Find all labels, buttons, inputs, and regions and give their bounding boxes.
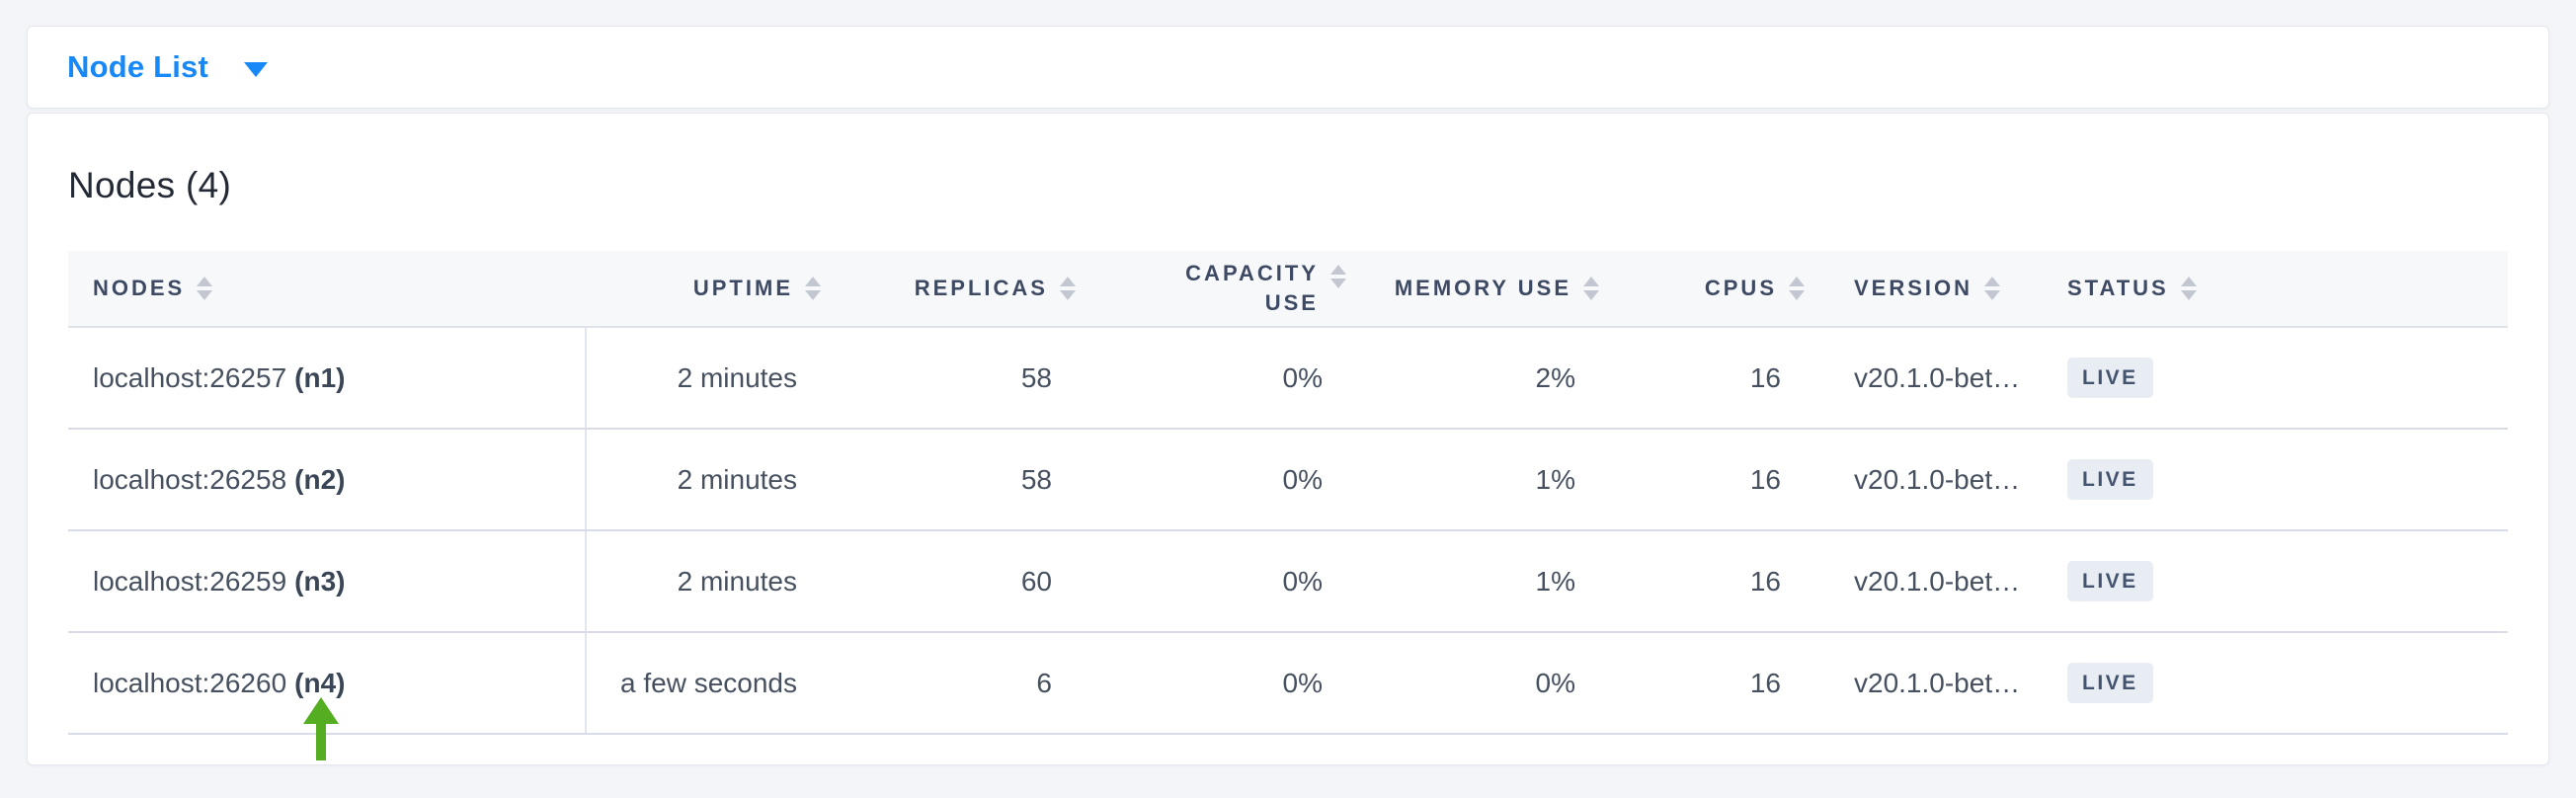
column-label: CPUS	[1704, 276, 1777, 300]
column-header-version[interactable]: VERSION	[1822, 251, 2036, 328]
table-header-row: NODES UPTIME REPLICAS	[68, 251, 2508, 328]
cpus-cell: 16	[1617, 632, 1822, 735]
column-header-uptime[interactable]: UPTIME	[586, 251, 839, 328]
node-address: localhost:26259	[93, 565, 287, 597]
uptime-cell: 2 minutes	[586, 429, 839, 531]
view-dropdown-label: Node List	[67, 49, 209, 84]
column-label: VERSION	[1854, 276, 1973, 300]
node-table: NODES UPTIME REPLICAS	[68, 251, 2508, 735]
sort-icon[interactable]	[1984, 277, 2001, 300]
capacity-use-cell: 0%	[1093, 429, 1364, 531]
sort-icon[interactable]	[805, 277, 821, 300]
table-row: localhost:26257 (n1) 2 minutes 58 0% 2% 1…	[68, 327, 2508, 430]
replicas-cell: 6	[839, 632, 1093, 735]
column-label: STATUS	[2067, 276, 2169, 300]
sort-icon[interactable]	[1789, 277, 1805, 300]
status-cell: LIVE	[2036, 632, 2508, 735]
memory-use-cell: 2%	[1364, 327, 1617, 430]
node-id: (n2)	[294, 463, 346, 495]
cpus-cell: 16	[1617, 530, 1822, 633]
column-header-memory-use[interactable]: MEMORY USE	[1364, 251, 1617, 328]
page-title: Nodes (4)	[68, 165, 232, 205]
replicas-cell: 58	[839, 327, 1093, 430]
status-badge: LIVE	[2067, 358, 2153, 398]
uptime-cell: a few seconds	[586, 632, 839, 735]
status-badge: LIVE	[2067, 561, 2153, 601]
status-badge: LIVE	[2067, 459, 2153, 500]
memory-use-cell: 1%	[1364, 429, 1617, 531]
column-label: UPTIME	[692, 276, 793, 300]
version-cell: v20.1.0-bet…	[1822, 530, 2036, 633]
node-address: localhost:26260	[93, 667, 287, 698]
view-selector-bar: Node List	[27, 26, 2549, 109]
column-header-cpus[interactable]: CPUS	[1617, 251, 1822, 328]
status-cell: LIVE	[2036, 530, 2508, 633]
node-address: localhost:26258	[93, 463, 287, 495]
table-row: localhost:26258 (n2) 2 minutes 58 0% 1% 1…	[68, 429, 2508, 531]
column-header-status[interactable]: STATUS	[2036, 251, 2508, 328]
node-address: localhost:26257	[93, 361, 287, 393]
column-label: MEMORY USE	[1394, 276, 1571, 300]
caret-down-icon	[244, 61, 269, 77]
nodes-panel: Nodes (4) NODES UPTIME	[27, 113, 2549, 765]
column-header-replicas[interactable]: REPLICAS	[839, 251, 1093, 328]
table-row: localhost:26260 (n4) a few seconds 6 0% 0…	[68, 632, 2508, 735]
capacity-use-cell: 0%	[1093, 530, 1364, 633]
node-address-cell: localhost:26260 (n4)	[68, 632, 587, 735]
view-dropdown[interactable]: Node List	[67, 49, 269, 85]
status-cell: LIVE	[2036, 429, 2508, 531]
node-id: (n3)	[294, 565, 346, 597]
node-id: (n4)	[294, 667, 346, 698]
cpus-cell: 16	[1617, 429, 1822, 531]
status-badge: LIVE	[2067, 663, 2153, 703]
sort-icon[interactable]	[1583, 277, 1599, 300]
sort-icon[interactable]	[1060, 277, 1076, 300]
replicas-cell: 58	[839, 429, 1093, 531]
node-address-cell: localhost:26258 (n2)	[68, 429, 587, 531]
version-cell: v20.1.0-bet…	[1822, 429, 2036, 531]
cpus-cell: 16	[1617, 327, 1822, 430]
column-header-capacity-use[interactable]: CAPACITY USE	[1093, 251, 1364, 328]
uptime-cell: 2 minutes	[586, 327, 839, 430]
sort-icon[interactable]	[197, 277, 213, 300]
column-header-nodes[interactable]: NODES	[68, 251, 586, 328]
sort-icon[interactable]	[1330, 265, 1346, 289]
column-label: NODES	[93, 276, 186, 300]
column-label: CAPACITY USE	[1185, 261, 1319, 315]
uptime-cell: 2 minutes	[586, 530, 839, 633]
status-cell: LIVE	[2036, 327, 2508, 430]
memory-use-cell: 0%	[1364, 632, 1617, 735]
version-cell: v20.1.0-bet…	[1822, 632, 2036, 735]
column-label: REPLICAS	[914, 276, 1048, 300]
capacity-use-cell: 0%	[1093, 632, 1364, 735]
node-address-cell: localhost:26259 (n3)	[68, 530, 587, 633]
version-cell: v20.1.0-bet…	[1822, 327, 2036, 430]
sort-icon[interactable]	[2180, 277, 2197, 300]
table-row: localhost:26259 (n3) 2 minutes 60 0% 1% 1…	[68, 530, 2508, 633]
node-id: (n1)	[294, 361, 346, 393]
capacity-use-cell: 0%	[1093, 327, 1364, 430]
node-address-cell: localhost:26257 (n1)	[68, 327, 587, 430]
memory-use-cell: 1%	[1364, 530, 1617, 633]
replicas-cell: 60	[839, 530, 1093, 633]
